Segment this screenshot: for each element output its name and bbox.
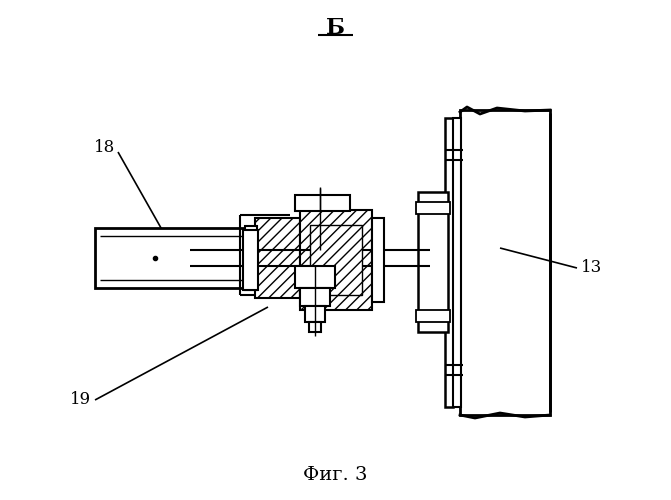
Bar	[453, 118, 461, 407]
Text: Фиг. 3: Фиг. 3	[303, 466, 367, 484]
Text: 13: 13	[581, 260, 603, 276]
Bar	[300, 210, 372, 310]
Bar	[309, 322, 321, 332]
Text: 19: 19	[69, 392, 91, 408]
Bar	[255, 218, 300, 298]
Text: Б: Б	[325, 17, 344, 39]
Bar	[310, 225, 362, 295]
Bar	[372, 218, 384, 302]
Bar	[305, 306, 325, 322]
Bar	[418, 192, 448, 332]
Bar	[295, 266, 335, 288]
Bar	[416, 202, 450, 214]
Bar	[300, 288, 330, 306]
Text: 18: 18	[95, 140, 115, 156]
Bar	[295, 195, 350, 211]
Bar	[445, 118, 453, 407]
Bar	[95, 228, 250, 288]
Bar	[416, 310, 450, 322]
Bar	[245, 226, 257, 290]
Bar	[243, 230, 258, 290]
Bar	[460, 110, 550, 415]
